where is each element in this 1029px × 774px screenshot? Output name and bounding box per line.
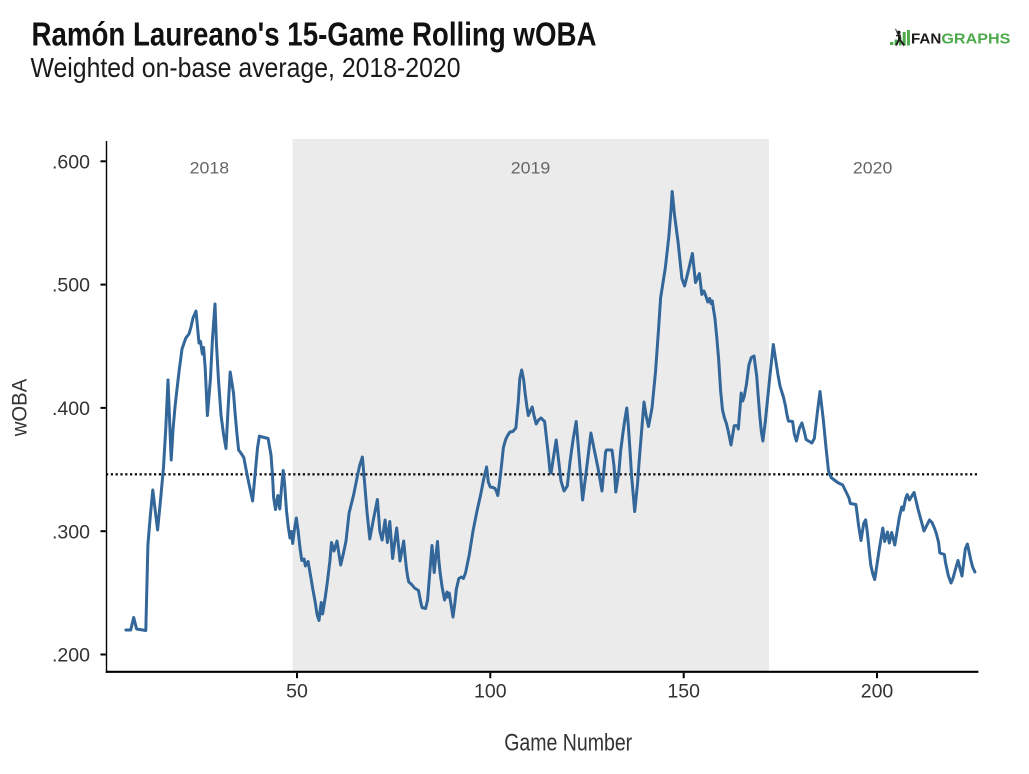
svg-text:FAN: FAN — [911, 32, 941, 48]
svg-text:GRAPHS: GRAPHS — [941, 32, 1010, 48]
svg-text:100: 100 — [474, 680, 507, 702]
svg-text:.400: .400 — [52, 398, 90, 420]
svg-text:.300: .300 — [52, 521, 90, 543]
svg-text:2018: 2018 — [190, 158, 230, 177]
svg-text:.600: .600 — [52, 151, 90, 173]
svg-text:2020: 2020 — [853, 158, 893, 177]
svg-text:Weighted on-base average, 2018: Weighted on-base average, 2018-2020 — [31, 52, 461, 83]
svg-text:2019: 2019 — [511, 158, 551, 177]
svg-text:Game Number: Game Number — [504, 729, 632, 756]
svg-text:150: 150 — [667, 680, 700, 702]
svg-text:Ramón Laureano's 15-Game Rolli: Ramón Laureano's 15-Game Rolling wOBA — [32, 16, 597, 53]
svg-text:.200: .200 — [52, 645, 90, 667]
svg-text:.500: .500 — [52, 275, 90, 297]
svg-text:200: 200 — [861, 680, 894, 702]
svg-text:wOBA: wOBA — [9, 379, 32, 437]
svg-text:50: 50 — [286, 680, 308, 702]
